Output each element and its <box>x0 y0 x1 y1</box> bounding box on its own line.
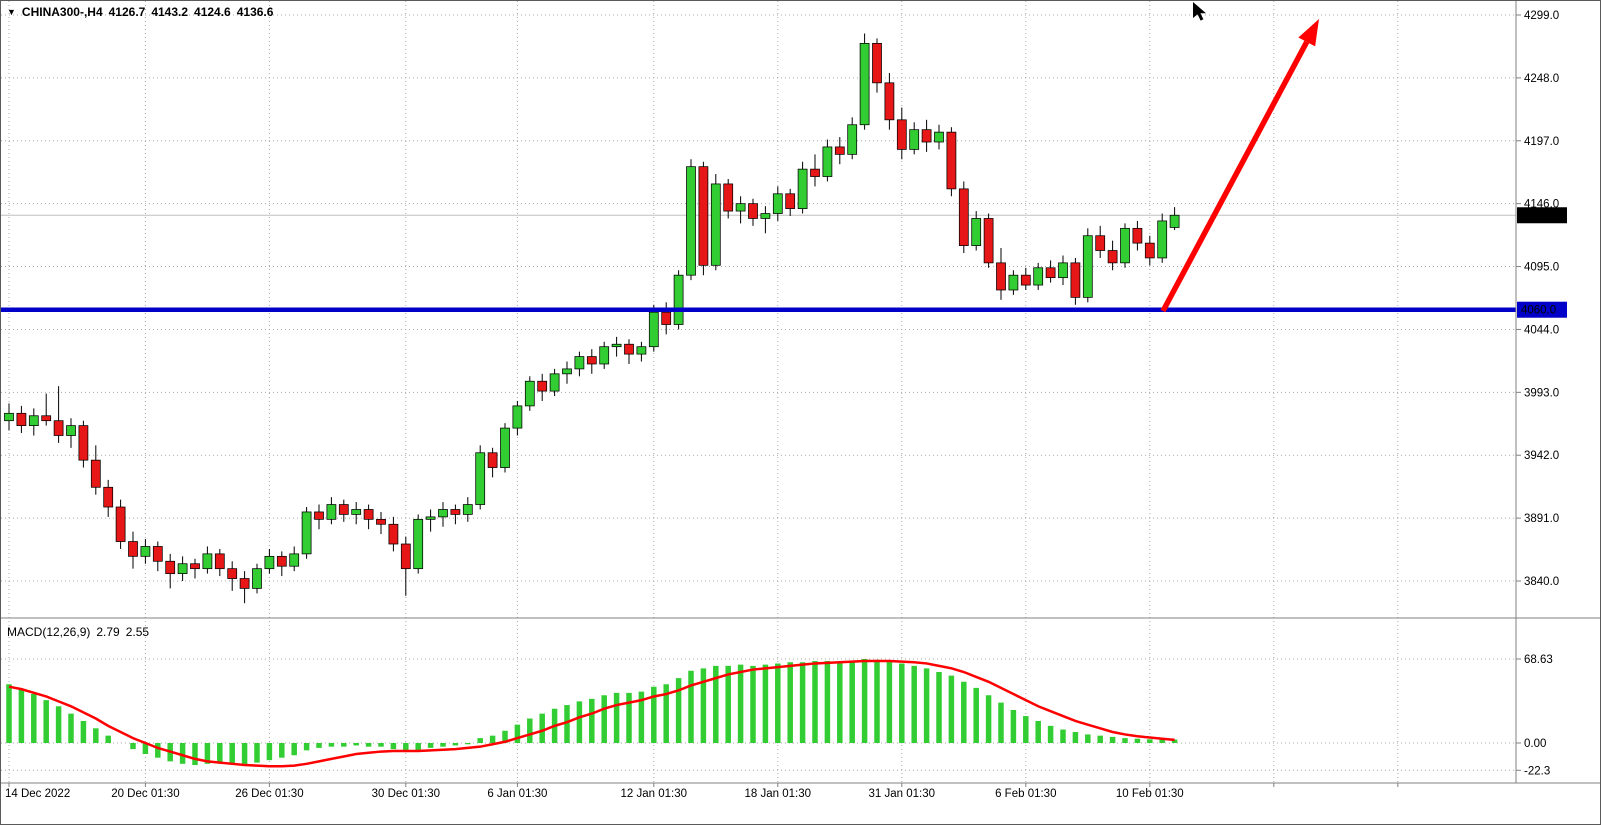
candles-layer <box>4 33 1180 604</box>
grid-layer <box>1 1 1516 783</box>
svg-text:10 Feb 01:30: 10 Feb 01:30 <box>1116 788 1184 800</box>
high-value: 4143.2 <box>151 5 189 19</box>
svg-text:0.00: 0.00 <box>1524 738 1546 750</box>
svg-text:4136.6: 4136.6 <box>1521 210 1556 222</box>
macd-indicator-label: MACD(12,26,9) 2.79 2.55 <box>7 625 149 639</box>
svg-text:26 Dec 01:30: 26 Dec 01:30 <box>235 788 303 800</box>
svg-text:31 Jan 01:30: 31 Jan 01:30 <box>869 788 936 800</box>
svg-text:6 Jan 01:30: 6 Jan 01:30 <box>487 788 547 800</box>
svg-text:4248.0: 4248.0 <box>1524 73 1559 85</box>
svg-text:3840.0: 3840.0 <box>1524 576 1559 588</box>
svg-text:30 Dec 01:30: 30 Dec 01:30 <box>372 788 440 800</box>
svg-text:14 Dec 2022: 14 Dec 2022 <box>5 788 70 800</box>
svg-text:4197.0: 4197.0 <box>1524 136 1559 148</box>
symbol-label: CHINA300-,H4 <box>21 5 103 19</box>
current-price-badge: 4136.6 <box>1517 207 1567 224</box>
macd-signal-value: 2.55 <box>125 625 150 639</box>
symbol-ohlc-label: ▼ CHINA300-,H4 4126.7 4143.2 4124.6 4136… <box>7 5 273 19</box>
svg-text:-22.3: -22.3 <box>1524 765 1550 777</box>
svg-text:3942.0: 3942.0 <box>1524 450 1559 462</box>
svg-text:4044.0: 4044.0 <box>1524 324 1559 336</box>
svg-text:3891.0: 3891.0 <box>1524 513 1559 525</box>
time-axis[interactable]: 14 Dec 2022 20 Dec 01:30 26 Dec 01:30 30 De… <box>5 783 1399 800</box>
svg-text:18 Jan 01:30: 18 Jan 01:30 <box>745 788 812 800</box>
svg-text:68.63: 68.63 <box>1524 654 1553 666</box>
trend-arrow[interactable] <box>1160 19 1319 313</box>
collapse-icon[interactable]: ▼ <box>7 7 16 17</box>
open-value: 4126.7 <box>108 5 146 19</box>
price-axis[interactable]: 4299.04248.04197.04146.04095.04044.03993… <box>1516 10 1559 777</box>
low-value: 4124.6 <box>194 5 231 19</box>
macd-hist-value: 2.79 <box>96 625 120 639</box>
svg-text:20 Dec 01:30: 20 Dec 01:30 <box>111 788 179 800</box>
mouse-cursor <box>1193 2 1206 21</box>
macd-signal-line <box>8 659 1175 768</box>
svg-text:12 Jan 01:30: 12 Jan 01:30 <box>621 788 688 800</box>
svg-text:4060.0: 4060.0 <box>1521 305 1556 317</box>
support-price-badge: 4060.0 <box>1517 301 1567 318</box>
macd-name: MACD(12,26,9) <box>7 625 91 639</box>
macd-layer <box>6 658 1178 768</box>
svg-text:3993.0: 3993.0 <box>1524 387 1559 399</box>
svg-text:6 Feb 01:30: 6 Feb 01:30 <box>995 788 1056 800</box>
svg-text:4095.0: 4095.0 <box>1524 262 1559 274</box>
close-value: 4136.6 <box>236 5 274 19</box>
svg-text:4299.0: 4299.0 <box>1524 10 1559 22</box>
